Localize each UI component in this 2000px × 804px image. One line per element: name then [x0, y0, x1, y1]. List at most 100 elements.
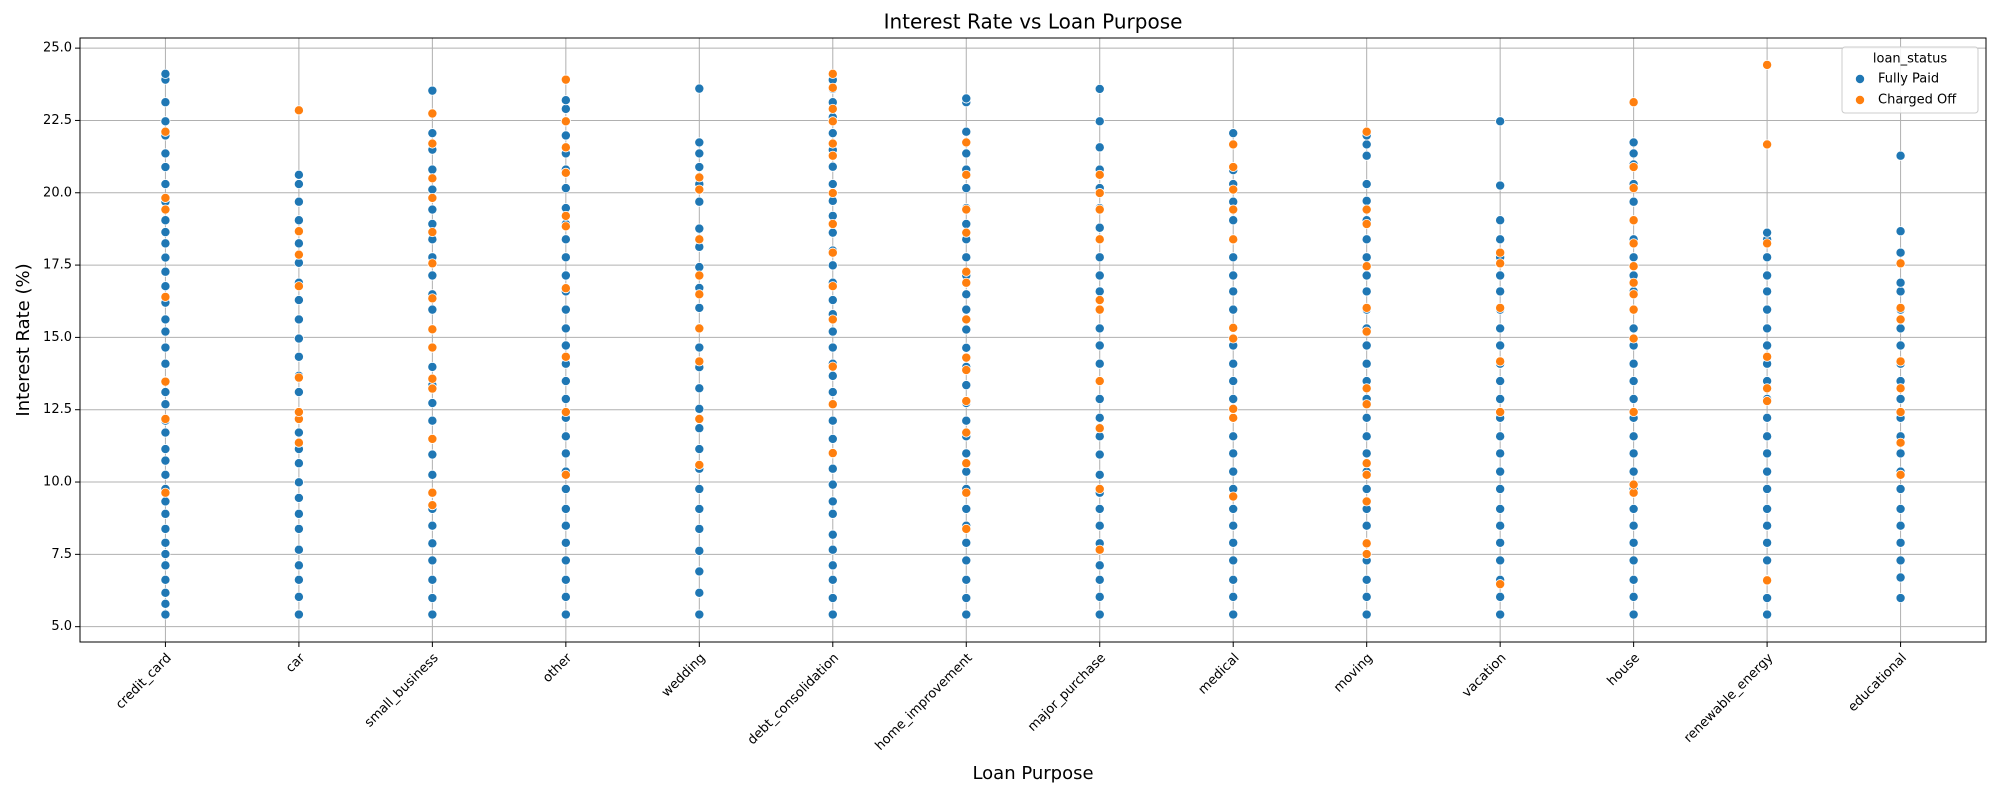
- data-point: [160, 537, 171, 548]
- data-point: [1495, 234, 1506, 245]
- data-point: [961, 523, 972, 534]
- data-point: [1495, 503, 1506, 514]
- data-point: [160, 281, 171, 292]
- data-point: [560, 609, 571, 620]
- data-point: [1228, 234, 1239, 245]
- data-point: [1495, 483, 1506, 494]
- data-point: [827, 116, 838, 127]
- data-point: [1228, 184, 1239, 195]
- data-point: [1895, 383, 1906, 394]
- data-point: [160, 97, 171, 108]
- data-point: [560, 351, 571, 362]
- data-point: [160, 455, 171, 466]
- data-point: [560, 574, 571, 585]
- data-point: [1361, 591, 1372, 602]
- data-point: [961, 324, 972, 335]
- data-point: [694, 383, 705, 394]
- data-point: [1361, 234, 1372, 245]
- data-point: [1228, 403, 1239, 414]
- data-point: [160, 469, 171, 480]
- data-point: [1495, 591, 1506, 602]
- data-point: [694, 444, 705, 455]
- data-point: [1895, 555, 1906, 566]
- data-point: [827, 161, 838, 172]
- chart-title: Interest Rate vs Loan Purpose: [884, 10, 1183, 34]
- data-point: [1361, 358, 1372, 369]
- data-point: [1895, 503, 1906, 514]
- data-point: [293, 351, 304, 362]
- data-point: [1628, 333, 1639, 344]
- data-point: [1094, 295, 1105, 306]
- data-point: [560, 469, 571, 480]
- data-point: [694, 137, 705, 148]
- data-point: [1628, 503, 1639, 514]
- data-point: [427, 270, 438, 281]
- data-point: [1762, 139, 1773, 150]
- data-point: [827, 150, 838, 161]
- data-point: [1228, 304, 1239, 315]
- data-point: [1628, 289, 1639, 300]
- data-point: [694, 566, 705, 577]
- data-point: [1361, 431, 1372, 442]
- data-point: [160, 291, 171, 302]
- data-point: [1495, 555, 1506, 566]
- data-point: [1762, 351, 1773, 362]
- data-point: [1628, 97, 1639, 108]
- data-point: [1361, 286, 1372, 297]
- data-point: [1495, 116, 1506, 127]
- data-point: [694, 609, 705, 620]
- data-point: [1094, 83, 1105, 94]
- data-point: [427, 520, 438, 531]
- data-point: [560, 221, 571, 232]
- x-tick-label: educational: [1845, 651, 1909, 715]
- data-point: [1495, 431, 1506, 442]
- data-point: [160, 549, 171, 560]
- x-tick-label: house: [1605, 651, 1643, 689]
- data-point: [1762, 227, 1773, 238]
- data-point: [1228, 491, 1239, 502]
- data-point: [160, 162, 171, 173]
- data-point: [560, 74, 571, 85]
- data-point: [1228, 394, 1239, 405]
- data-point: [1895, 537, 1906, 548]
- x-tick-label: renewable_energy: [1681, 650, 1776, 745]
- data-point: [1895, 356, 1906, 367]
- data-point: [1228, 215, 1239, 226]
- data-point: [160, 148, 171, 159]
- data-point: [293, 477, 304, 488]
- data-point: [427, 449, 438, 460]
- y-tick-label: 17.5: [43, 258, 72, 273]
- data-point: [961, 314, 972, 325]
- data-point: [1628, 479, 1639, 490]
- data-point: [560, 520, 571, 531]
- data-point: [1495, 609, 1506, 620]
- data-point: [694, 172, 705, 183]
- data-point: [1628, 162, 1639, 173]
- data-point: [160, 342, 171, 353]
- data-point: [1895, 340, 1906, 351]
- data-point: [961, 448, 972, 459]
- data-point: [1628, 137, 1639, 148]
- data-point: [1228, 431, 1239, 442]
- data-point: [1895, 150, 1906, 161]
- data-point: [694, 413, 705, 424]
- data-point: [1495, 376, 1506, 387]
- data-point: [1228, 591, 1239, 602]
- data-point: [1762, 383, 1773, 394]
- data-point: [427, 324, 438, 335]
- data-point: [827, 361, 838, 372]
- data-point: [293, 314, 304, 325]
- data-point: [827, 496, 838, 507]
- y-tick-label: 7.5: [51, 547, 72, 562]
- data-point: [961, 219, 972, 230]
- data-point: [427, 593, 438, 604]
- data-point: [694, 523, 705, 534]
- data-point: [560, 234, 571, 245]
- data-point: [827, 387, 838, 398]
- data-point: [961, 277, 972, 288]
- data-point: [1361, 302, 1372, 313]
- legend-marker: [1855, 95, 1866, 106]
- data-point: [1495, 407, 1506, 418]
- data-point: [694, 356, 705, 367]
- data-point: [560, 304, 571, 315]
